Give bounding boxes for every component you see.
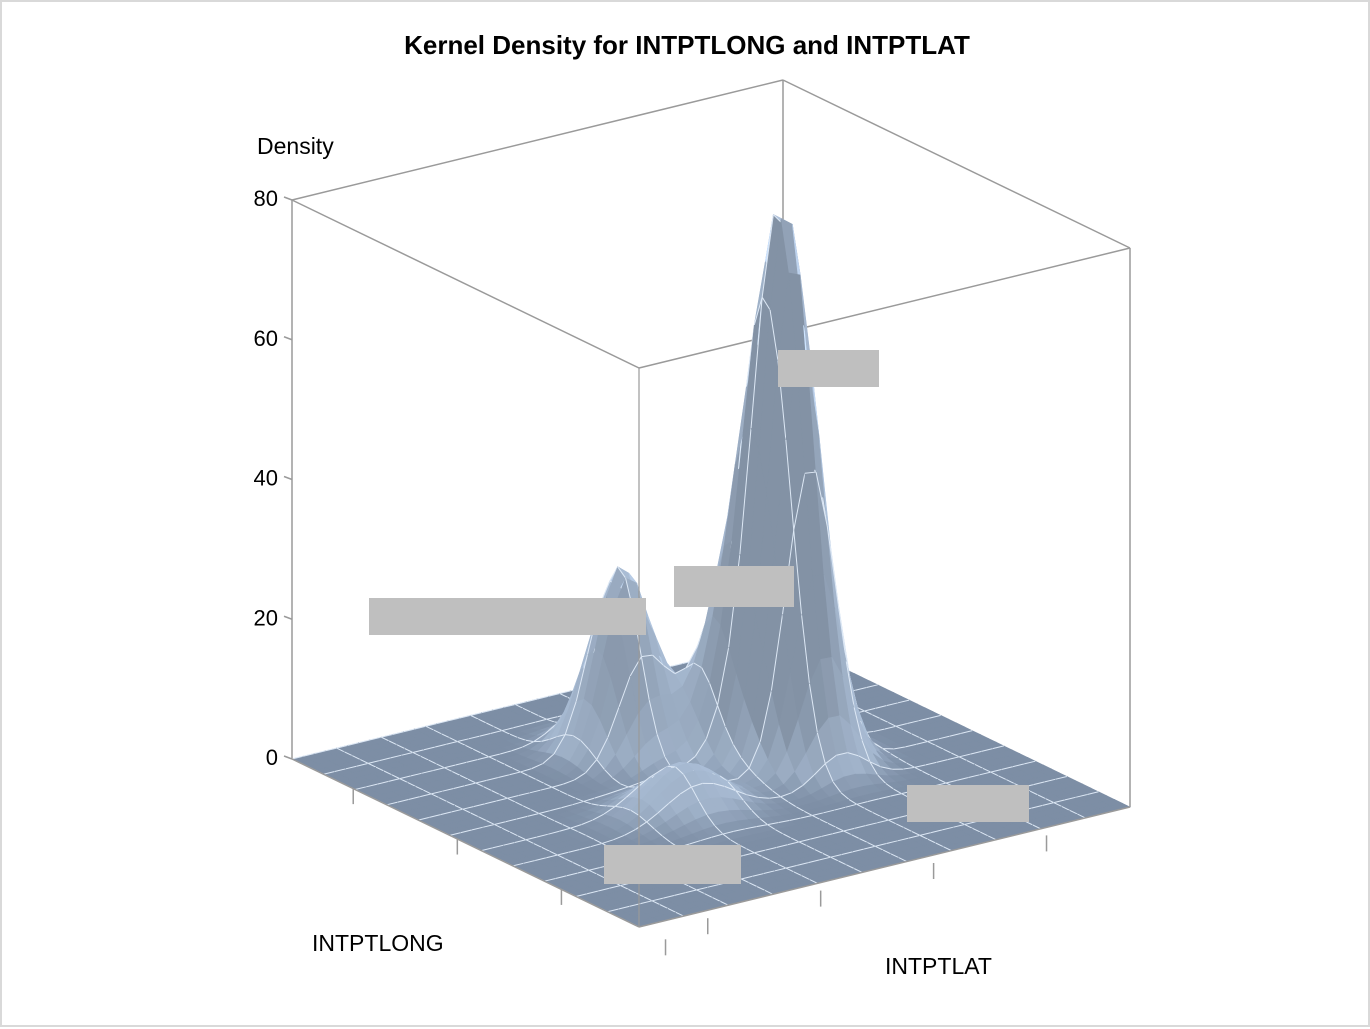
y-axis-label: INTPTLAT [885,953,992,979]
z-axis-tick [284,477,292,480]
box-edge [292,80,783,200]
redaction-box [604,845,741,884]
z-tick-label: 20 [254,605,278,630]
chart-title: Kernel Density for INTPTLONG and INTPTLA… [404,30,970,60]
z-axis-label: Density [257,133,334,159]
redaction-box [907,785,1029,822]
z-tick-label: 40 [254,466,278,491]
z-axis-tick [284,616,292,619]
z-tick-label: 60 [254,326,278,351]
surface-grid-line [599,805,607,806]
box-edge [639,248,1130,368]
z-axis-tick [284,197,292,200]
redaction-box [369,598,646,635]
x-axis-label: INTPTLONG [312,930,444,956]
z-axis-tick [284,337,292,340]
z-tick-label: 0 [266,745,278,770]
box-edge [292,200,639,368]
box-edge [783,80,1130,248]
redaction-box [674,566,794,607]
z-axis-ticks: 0 20 40 60 80 [254,186,292,770]
z-axis-tick [284,756,292,759]
z-tick-label: 80 [254,186,278,211]
redaction-box [778,350,879,387]
